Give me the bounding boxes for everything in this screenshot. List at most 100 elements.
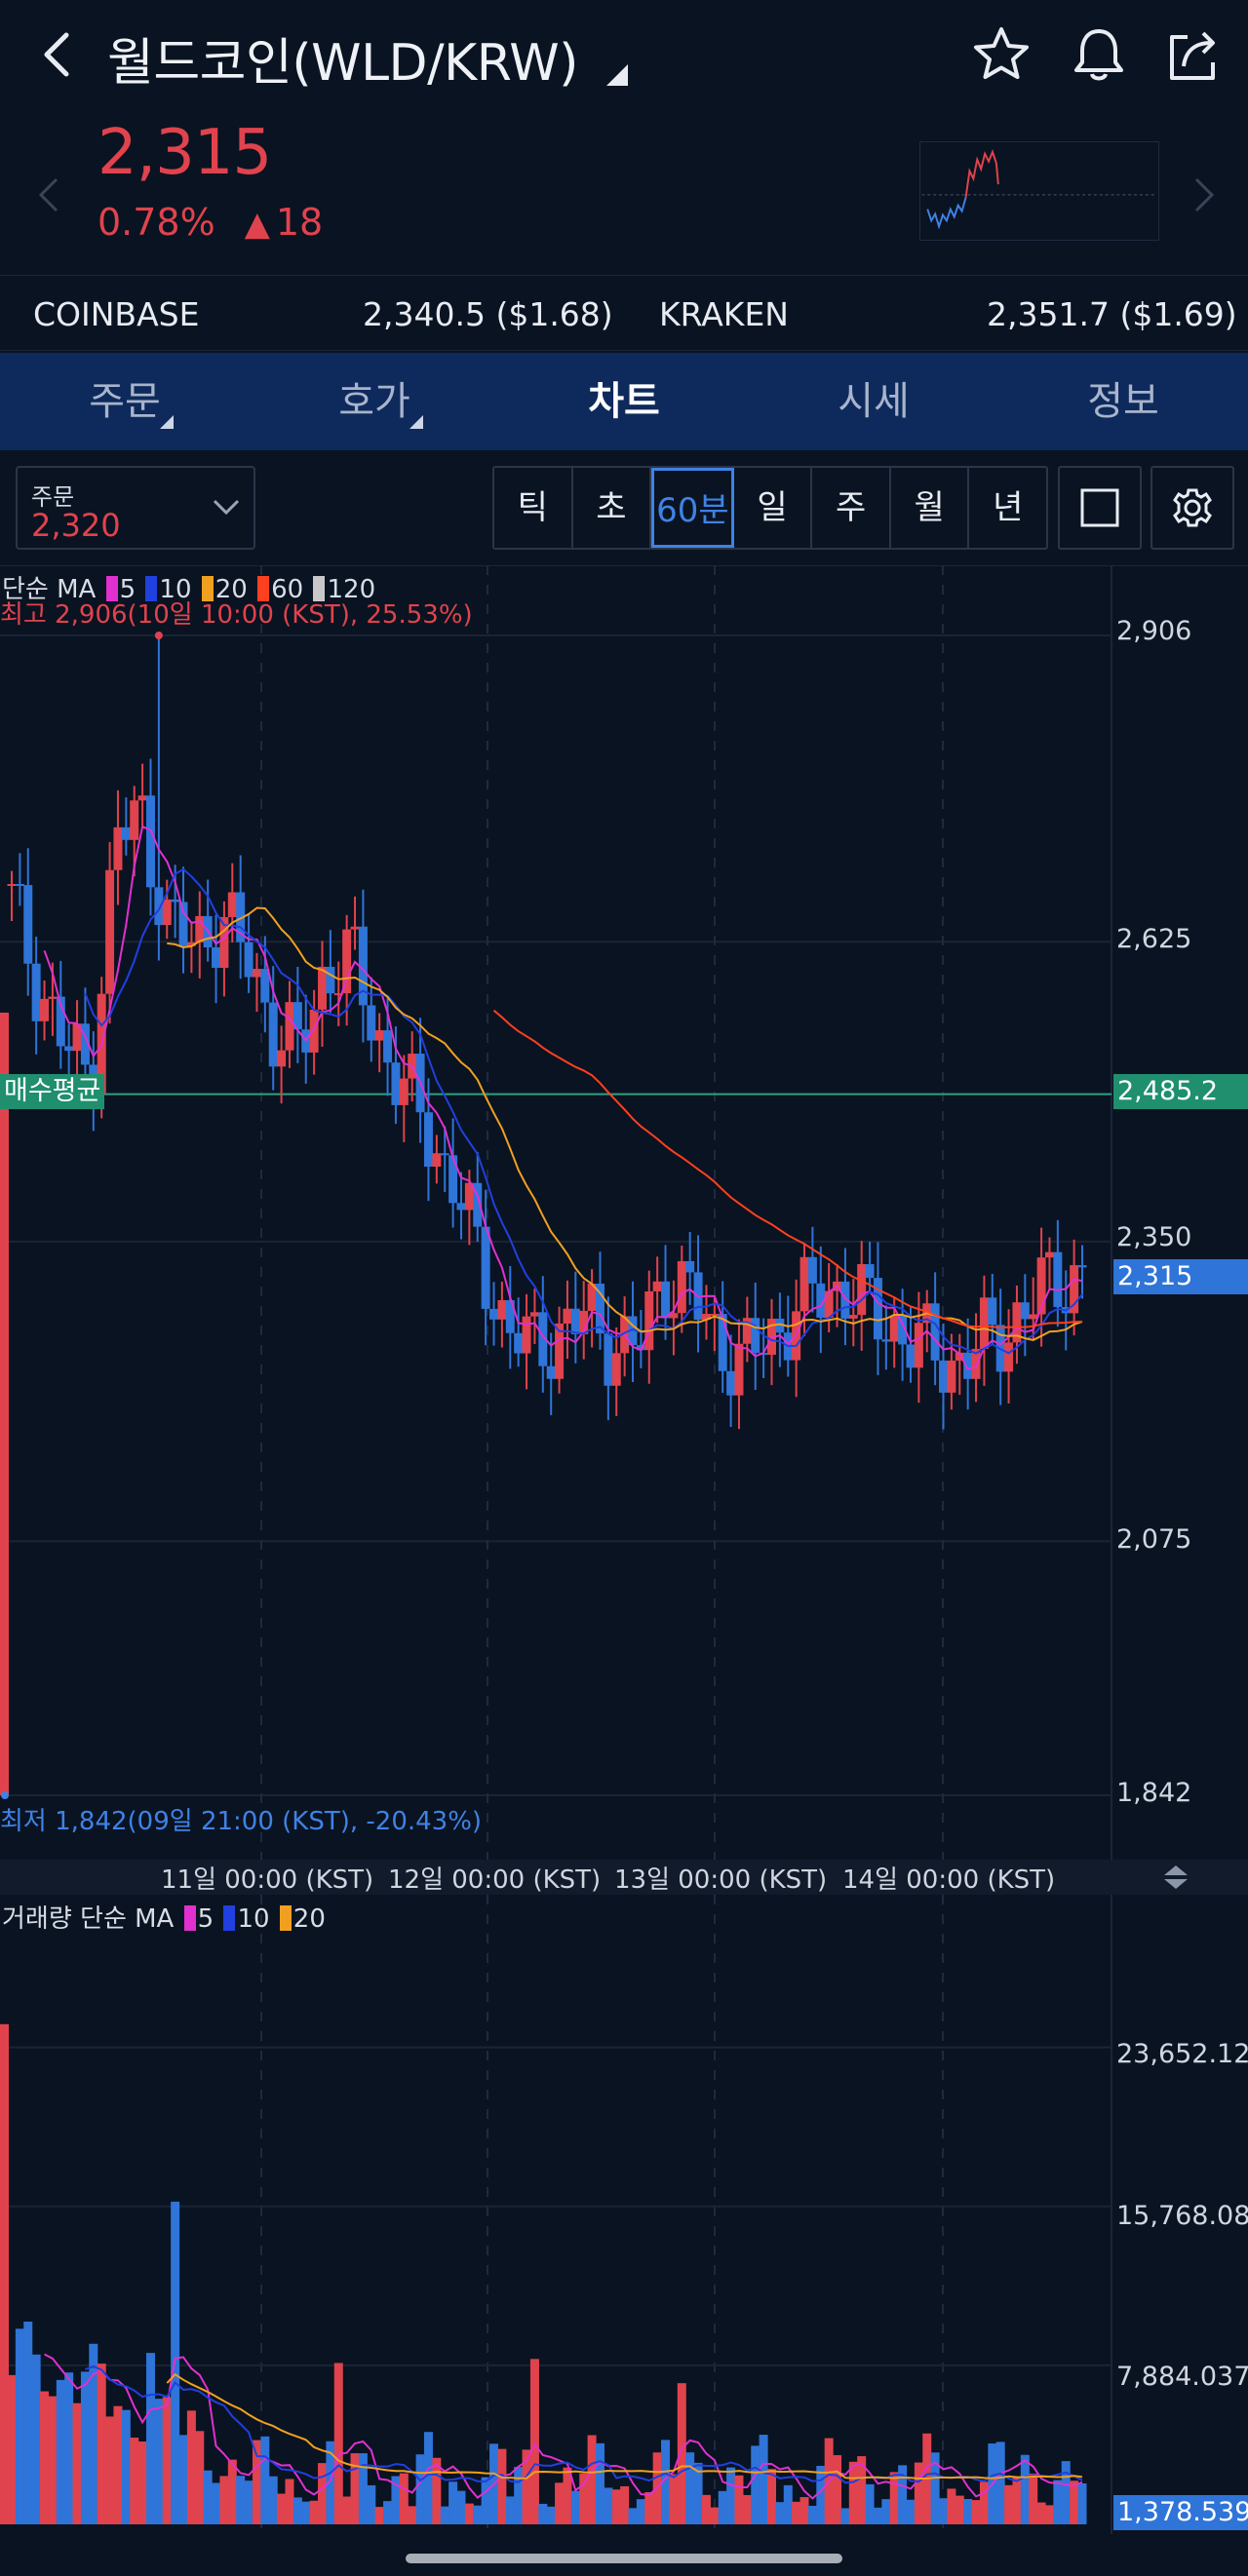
candlestick-chart[interactable] xyxy=(0,565,1248,2534)
period-month[interactable]: 월 xyxy=(891,468,970,548)
volume-bar xyxy=(701,2494,711,2524)
volume-bar xyxy=(816,2465,826,2524)
tab-orderbook[interactable]: 호가 xyxy=(250,353,499,450)
candle-body xyxy=(563,1308,572,1324)
period-60min[interactable]: 60분 xyxy=(651,468,734,548)
prev-coin-icon[interactable] xyxy=(29,166,68,224)
exchange-name-coinbase: COINBASE xyxy=(33,295,200,333)
gear-icon xyxy=(1173,488,1212,527)
candle-body xyxy=(873,1278,882,1340)
ma20-line xyxy=(167,906,1083,1341)
chevron-down-icon xyxy=(213,499,240,516)
candle-body xyxy=(979,1297,989,1349)
period-second[interactable]: 초 xyxy=(573,468,652,548)
tab-info[interactable]: 정보 xyxy=(998,353,1248,450)
period-week[interactable]: 주 xyxy=(812,468,891,548)
volume-bar xyxy=(399,2473,409,2524)
volume-bar xyxy=(448,2481,458,2524)
exchange-prices: COINBASE 2,340.5 ($1.68) KRAKEN 2,351.7 … xyxy=(0,275,1248,351)
candle-body xyxy=(80,1023,90,1065)
candle-body xyxy=(64,1046,74,1052)
candle-body xyxy=(963,1352,973,1379)
candle-body xyxy=(1053,1251,1063,1308)
candle-body xyxy=(710,1314,720,1317)
candle-body xyxy=(579,1310,589,1335)
volume-bar xyxy=(89,2343,98,2524)
candle-body xyxy=(195,915,205,942)
candle-body xyxy=(227,892,237,917)
volume-bar xyxy=(31,2354,41,2524)
ma-label: 5 xyxy=(119,575,136,604)
volume-bar xyxy=(775,2502,785,2524)
candle-body xyxy=(497,1300,507,1320)
period-year[interactable]: 년 xyxy=(993,488,1024,527)
x-tick-label: 14일 00:00 (KST) xyxy=(842,1865,1056,1895)
candle-body xyxy=(570,1308,580,1335)
volume-bar xyxy=(914,2462,923,2524)
change-percent: 0.78% xyxy=(98,201,215,244)
volume-bar xyxy=(628,2508,638,2524)
caret-down-icon[interactable] xyxy=(606,64,628,86)
share-icon[interactable] xyxy=(1162,23,1225,86)
volume-bar xyxy=(661,2440,671,2524)
back-icon[interactable] xyxy=(29,25,88,84)
change-amount: 18 xyxy=(275,201,324,244)
candle-body xyxy=(236,892,246,942)
tab-market[interactable]: 시세 xyxy=(749,353,998,450)
y-tick-label: 2,625 xyxy=(1116,924,1192,954)
candle-body xyxy=(23,885,33,964)
corner-marker-icon xyxy=(410,415,423,429)
corner-marker-icon xyxy=(160,415,174,429)
candle-body xyxy=(423,1112,433,1167)
ma-swatch xyxy=(313,576,326,601)
candle-body xyxy=(652,1281,662,1291)
volume-bar xyxy=(611,2489,621,2524)
candle-body xyxy=(734,1343,744,1396)
volume-bar xyxy=(979,2481,989,2524)
candle-body xyxy=(816,1283,826,1318)
volume-y-tick: 7,884.037 xyxy=(1116,2362,1248,2392)
bell-icon[interactable] xyxy=(1068,23,1130,86)
volume-bar xyxy=(710,2507,720,2524)
candle-body xyxy=(939,1360,949,1393)
y-tick-label: 2,075 xyxy=(1116,1524,1192,1555)
star-icon[interactable] xyxy=(970,23,1033,86)
candle-body xyxy=(644,1290,654,1351)
period-tick[interactable]: 틱 xyxy=(494,468,573,548)
volume-ma-legend: 거래량 단순 MA 5 10 20 xyxy=(2,1899,326,1935)
candle-body xyxy=(326,966,335,994)
ma-label: 20 xyxy=(292,1904,326,1934)
volume-bar xyxy=(833,2455,842,2524)
tab-order[interactable]: 주문 xyxy=(0,353,250,450)
chart-type-button[interactable] xyxy=(1058,466,1142,550)
volume-bar xyxy=(415,2454,425,2524)
volume-bar xyxy=(383,2501,393,2524)
volume-bar xyxy=(1053,2480,1063,2524)
candle-body xyxy=(113,827,123,870)
order-value: 2,320 xyxy=(31,507,121,544)
volume-bar xyxy=(113,2405,123,2524)
resize-handle-icon[interactable] xyxy=(1158,1862,1193,1893)
volume-bar xyxy=(1012,2477,1022,2524)
candle-body xyxy=(529,1312,539,1317)
volume-bar xyxy=(555,2482,565,2524)
top-header: 월드코인(WLD/KRW) xyxy=(0,0,1248,107)
volume-bar xyxy=(726,2467,736,2524)
volume-bar xyxy=(963,2499,973,2524)
tab-chart[interactable]: 차트 xyxy=(499,353,749,450)
chart-settings-button[interactable] xyxy=(1150,466,1234,550)
period-day[interactable]: 일 xyxy=(734,468,813,548)
y-tick-label: 2,906 xyxy=(1116,616,1192,646)
next-coin-icon[interactable] xyxy=(1185,166,1224,224)
candle-body xyxy=(7,884,17,886)
candle-body xyxy=(40,998,50,1021)
candle-body xyxy=(440,1153,449,1156)
volume-bar xyxy=(693,2462,703,2524)
mini-price-chart[interactable] xyxy=(919,141,1159,241)
order-price-select[interactable]: 주문 2,320 xyxy=(16,466,255,550)
volume-bar xyxy=(807,2505,817,2524)
volume-bar xyxy=(203,2470,213,2524)
volume-bar xyxy=(587,2435,597,2524)
volume-bar xyxy=(1077,2482,1087,2524)
ma-label: 20 xyxy=(214,575,248,604)
